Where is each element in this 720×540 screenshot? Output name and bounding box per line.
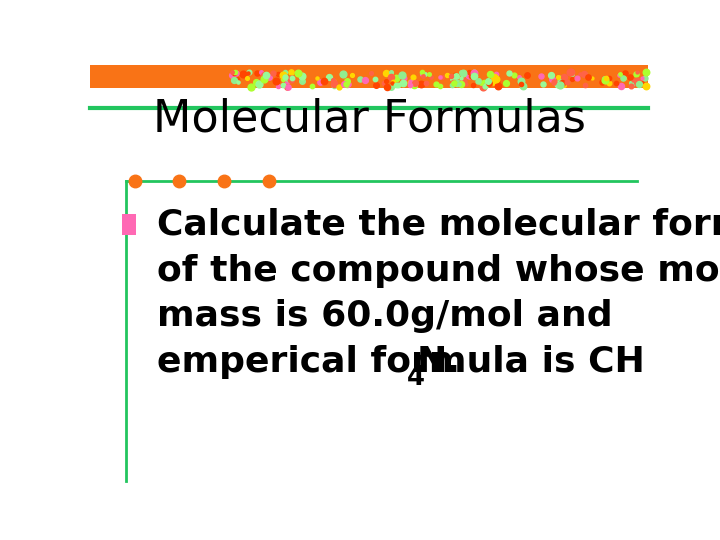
Bar <box>90 65 648 87</box>
Text: Molecular Formulas: Molecular Formulas <box>153 97 585 140</box>
Text: Calculate the molecular formula: Calculate the molecular formula <box>157 208 720 242</box>
Text: emperical formula is CH: emperical formula is CH <box>157 345 645 379</box>
Bar <box>122 214 136 235</box>
Text: N.: N. <box>417 345 461 379</box>
Text: mass is 60.0g/mol and: mass is 60.0g/mol and <box>157 299 613 333</box>
Text: 4: 4 <box>408 365 426 391</box>
Text: of the compound whose molar: of the compound whose molar <box>157 254 720 288</box>
